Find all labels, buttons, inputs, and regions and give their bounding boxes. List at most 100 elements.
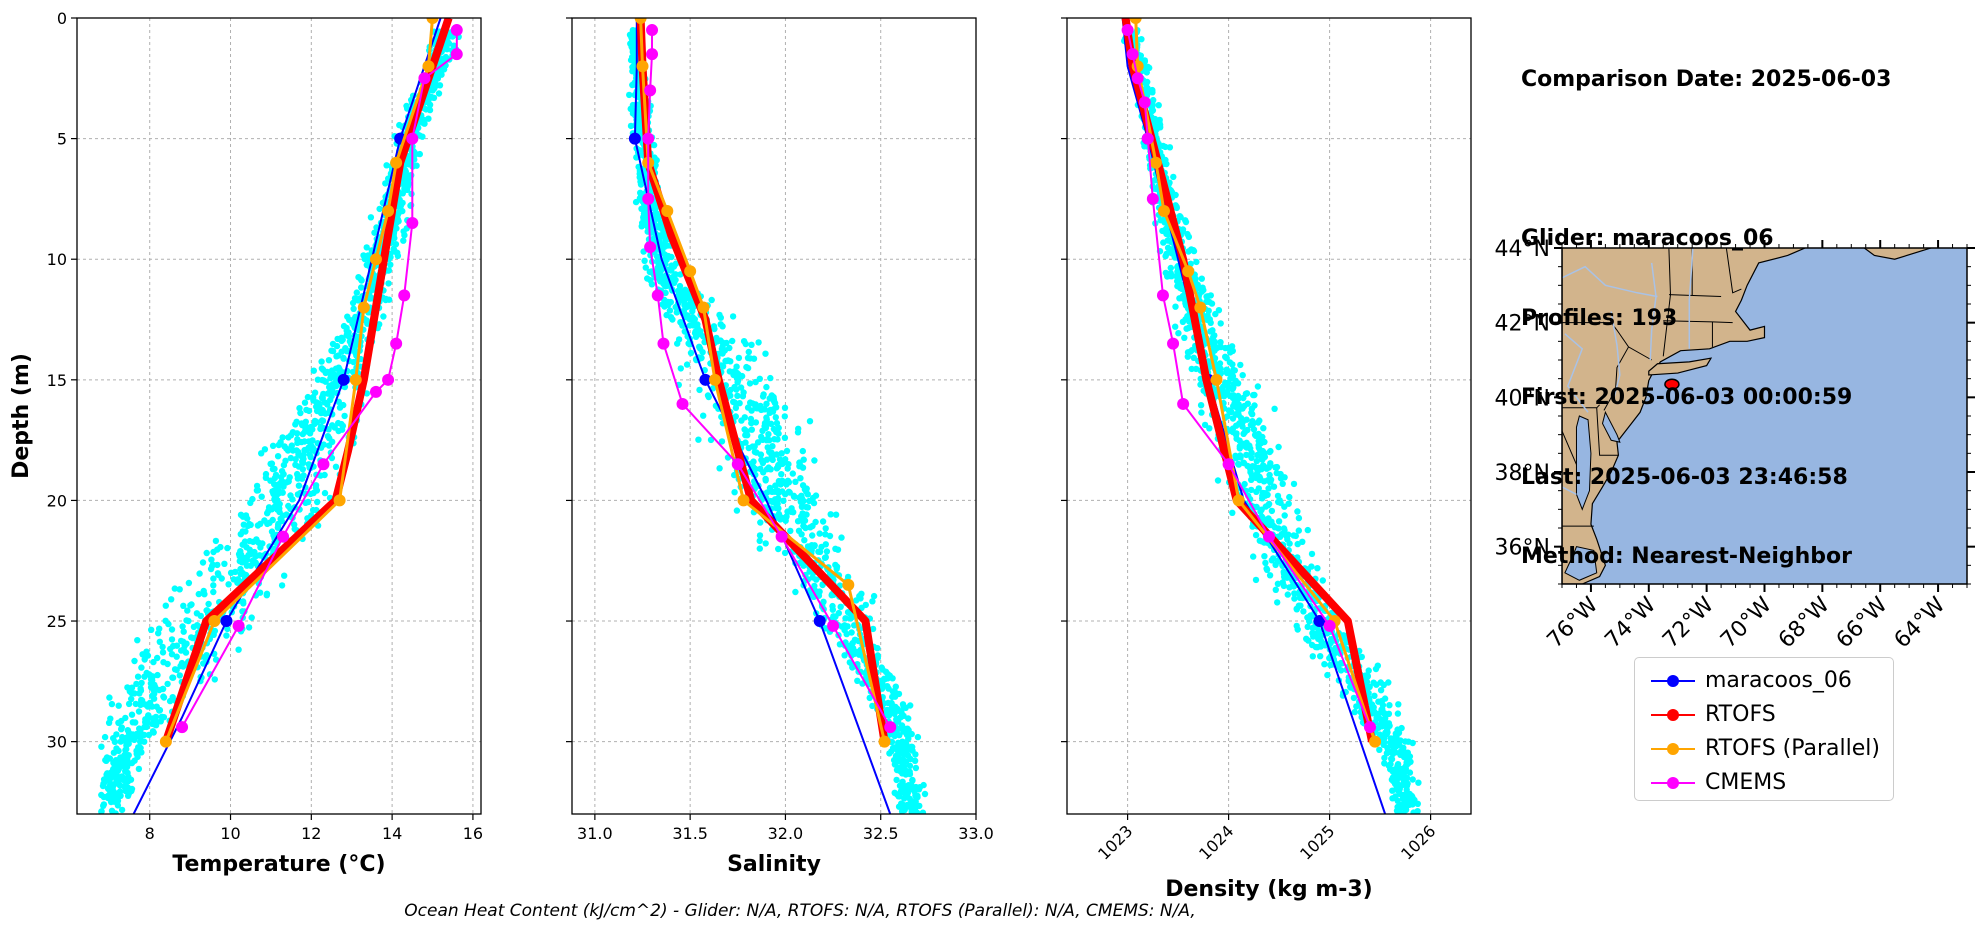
scatter-point	[665, 301, 672, 308]
scatter-point	[784, 465, 791, 472]
scatter-point	[919, 809, 927, 814]
scatter-point	[376, 205, 383, 213]
series-marker	[636, 60, 649, 73]
scatter-point	[1238, 415, 1245, 422]
scatter-point	[1397, 749, 1405, 757]
scatter-point	[1272, 464, 1279, 471]
scatter-point	[827, 511, 834, 518]
series-marker	[878, 735, 891, 748]
scatter-point	[685, 340, 692, 347]
scatter-point	[1217, 339, 1224, 346]
scatter-point	[806, 497, 813, 505]
scatter-point	[757, 519, 764, 526]
scatter-point	[815, 548, 822, 555]
scatter-point	[369, 286, 376, 293]
scatter-point	[1380, 681, 1388, 689]
scatter-point	[1167, 249, 1175, 256]
scatter-point	[705, 393, 712, 401]
scatter-point	[288, 442, 295, 449]
scatter-point	[1253, 503, 1260, 511]
scatter-point	[1371, 692, 1378, 699]
legend-label: maracoos_06	[1705, 668, 1852, 693]
scatter-point	[402, 167, 409, 174]
scatter-point	[125, 700, 133, 708]
series-marker	[657, 337, 670, 350]
scatter-point	[1261, 553, 1268, 560]
scatter-point	[792, 478, 799, 485]
panel-1: 8 10 12 14 16 0 5 10 15 20 25 30 Temperature (°C) Dep…	[9, 9, 483, 877]
scatter-point	[808, 542, 815, 549]
scatter-point	[193, 610, 201, 617]
scatter-point	[849, 639, 856, 647]
scatter-point	[1394, 710, 1402, 717]
plot-area	[626, 18, 929, 814]
scatter-point	[298, 420, 305, 427]
scatter-point	[149, 715, 157, 722]
scatter-point	[901, 758, 908, 765]
scatter-point	[747, 399, 754, 406]
scatter-point	[1232, 452, 1239, 459]
scatter-point	[1402, 773, 1409, 781]
scatter-point	[274, 506, 281, 513]
scatter-point	[387, 261, 394, 268]
scatter-point	[812, 492, 820, 499]
scatter-point	[1149, 89, 1156, 96]
scatter-point	[329, 422, 336, 429]
scatter-point	[319, 417, 327, 424]
scatter-point	[1182, 218, 1190, 226]
scatter-point	[335, 419, 342, 427]
scatter-point	[1247, 465, 1254, 473]
scatter-point	[758, 406, 766, 413]
glider-location-marker	[1664, 378, 1680, 391]
river	[1610, 311, 1621, 398]
scatter-point	[1164, 237, 1171, 244]
scatter-point	[899, 723, 906, 731]
comparison-date: Comparison Date: 2025-06-03	[1521, 67, 1892, 92]
scatter-point	[404, 184, 411, 191]
scatter-point	[897, 749, 904, 756]
scatter-point	[124, 778, 132, 785]
river	[1649, 262, 1657, 361]
scatter-point	[187, 602, 194, 609]
scatter-point	[351, 344, 358, 351]
scatter-point	[1263, 516, 1271, 523]
scatter-point	[1268, 507, 1276, 515]
scatter-point	[903, 731, 911, 738]
scatter-point	[1270, 483, 1278, 490]
scatter-point	[151, 681, 158, 689]
scatter-point	[1263, 565, 1270, 572]
scatter-point	[148, 626, 155, 633]
scatter-point	[106, 694, 113, 701]
scatter-point	[1185, 233, 1193, 241]
scatter-point	[1407, 795, 1414, 802]
scatter-point	[1250, 391, 1257, 399]
scatter-point	[1281, 474, 1288, 481]
series-marker	[1210, 373, 1223, 386]
scatter-point	[1166, 144, 1174, 151]
scatter-point	[729, 337, 736, 345]
scatter-point	[1380, 740, 1387, 747]
scatter-point	[756, 375, 763, 382]
series-line-maracoos-06	[633, 18, 892, 814]
scatter-point	[159, 643, 166, 651]
scatter-point	[1239, 405, 1246, 412]
scatter-point	[1252, 531, 1260, 539]
scatter-point	[810, 499, 818, 507]
lon-tick-label: 66°W	[1832, 592, 1893, 653]
scatter-point	[111, 738, 119, 746]
scatter-point	[1274, 492, 1282, 500]
scatter-point	[768, 449, 775, 456]
scatter-point	[768, 488, 776, 495]
axes-frame	[1066, 17, 1472, 815]
scatter-point	[1337, 659, 1345, 667]
scatter-point	[297, 409, 304, 417]
scatter-point	[735, 354, 743, 362]
scatter-point	[250, 538, 257, 545]
scatter-point	[1275, 518, 1283, 525]
scatter-point	[1309, 624, 1316, 632]
legend-marker	[1667, 743, 1679, 755]
scatter-point	[129, 719, 136, 726]
scatter-point	[343, 332, 351, 339]
scatter-point	[832, 561, 839, 569]
